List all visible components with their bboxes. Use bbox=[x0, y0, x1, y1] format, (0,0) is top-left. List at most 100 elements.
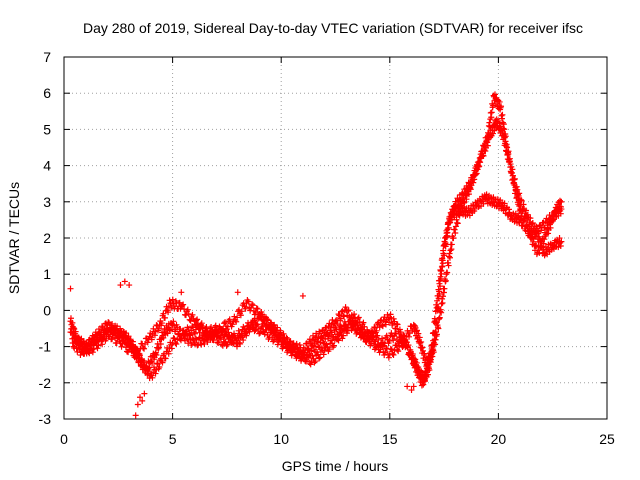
data-point bbox=[353, 330, 360, 337]
data-point bbox=[448, 241, 455, 248]
data-point bbox=[141, 390, 148, 397]
data-point bbox=[173, 341, 180, 348]
data-point bbox=[328, 337, 335, 344]
data-point bbox=[529, 219, 536, 226]
data-point bbox=[448, 214, 455, 221]
x-tick-label: 25 bbox=[599, 431, 615, 447]
data-point bbox=[496, 98, 503, 105]
data-point bbox=[351, 311, 358, 318]
data-point bbox=[204, 339, 211, 346]
data-point bbox=[263, 316, 270, 323]
data-point bbox=[485, 132, 492, 139]
x-tick-label: 0 bbox=[60, 431, 68, 447]
data-point bbox=[382, 321, 389, 328]
data-point bbox=[460, 199, 467, 206]
y-tick-label: -1 bbox=[39, 339, 52, 355]
data-point bbox=[179, 302, 186, 309]
data-point bbox=[158, 320, 165, 327]
data-point bbox=[110, 330, 117, 337]
data-point bbox=[359, 329, 366, 336]
data-point bbox=[547, 224, 554, 231]
data-point bbox=[476, 158, 483, 165]
data-point bbox=[508, 163, 515, 170]
data-point bbox=[304, 351, 311, 358]
data-point bbox=[229, 321, 236, 328]
data-point bbox=[126, 282, 133, 289]
data-point bbox=[185, 310, 192, 317]
data-point bbox=[338, 308, 345, 315]
data-point bbox=[435, 295, 442, 302]
data-point bbox=[189, 323, 196, 330]
data-point bbox=[185, 326, 192, 333]
y-tick-label: 0 bbox=[43, 302, 51, 318]
data-point bbox=[129, 338, 136, 345]
data-point bbox=[144, 339, 151, 346]
data-point bbox=[330, 342, 337, 349]
x-tick-label: 15 bbox=[382, 431, 398, 447]
data-point bbox=[557, 242, 564, 249]
data-point bbox=[131, 354, 138, 361]
data-point bbox=[196, 325, 203, 332]
data-point bbox=[114, 323, 121, 330]
data-point bbox=[399, 339, 406, 346]
data-point bbox=[423, 361, 430, 368]
data-point bbox=[341, 313, 348, 320]
data-point bbox=[429, 353, 436, 360]
data-point bbox=[312, 358, 319, 365]
data-point bbox=[105, 319, 112, 326]
data-point bbox=[514, 191, 521, 198]
data-point bbox=[501, 200, 508, 207]
data-point bbox=[125, 349, 132, 356]
data-point bbox=[268, 321, 275, 328]
x-axis: 0 5 10 15 20 25 bbox=[60, 57, 615, 447]
data-point bbox=[96, 328, 103, 335]
data-point bbox=[527, 215, 534, 222]
data-point bbox=[502, 133, 509, 140]
data-point bbox=[500, 121, 507, 128]
data-point bbox=[540, 240, 547, 247]
data-point bbox=[218, 336, 225, 343]
y-axis-title: SDTVAR / TECUs bbox=[6, 182, 22, 294]
data-point bbox=[526, 225, 533, 232]
data-point bbox=[154, 360, 161, 367]
data-point bbox=[168, 304, 175, 311]
data-point bbox=[238, 332, 245, 339]
data-point bbox=[357, 330, 364, 337]
data-point bbox=[170, 318, 177, 325]
data-point bbox=[413, 327, 420, 334]
data-point bbox=[155, 345, 162, 352]
data-point bbox=[481, 146, 488, 153]
data-point bbox=[360, 319, 367, 326]
data-point bbox=[488, 109, 495, 116]
data-point bbox=[214, 339, 221, 346]
y-tick-label: -2 bbox=[39, 375, 52, 391]
data-point bbox=[427, 356, 434, 363]
data-point bbox=[246, 326, 253, 333]
data-point bbox=[334, 320, 341, 327]
data-point bbox=[393, 342, 400, 349]
data-point bbox=[117, 325, 124, 332]
data-point bbox=[387, 345, 394, 352]
data-point bbox=[166, 297, 173, 304]
data-point bbox=[286, 338, 293, 345]
data-point bbox=[189, 311, 196, 318]
data-point bbox=[139, 397, 146, 404]
data-points bbox=[67, 91, 565, 419]
data-point bbox=[89, 349, 96, 356]
data-point bbox=[342, 304, 349, 311]
data-point bbox=[513, 215, 520, 222]
data-point bbox=[287, 341, 294, 348]
data-point bbox=[496, 120, 503, 127]
data-point bbox=[87, 345, 94, 352]
data-point bbox=[122, 344, 129, 351]
data-point bbox=[344, 308, 351, 315]
data-point bbox=[237, 312, 244, 319]
data-point bbox=[194, 316, 201, 323]
data-point bbox=[531, 223, 538, 230]
data-point bbox=[483, 138, 490, 145]
data-point bbox=[436, 291, 443, 298]
data-point bbox=[385, 354, 392, 361]
data-point bbox=[193, 317, 200, 324]
data-point bbox=[172, 340, 179, 347]
data-point bbox=[389, 350, 396, 357]
